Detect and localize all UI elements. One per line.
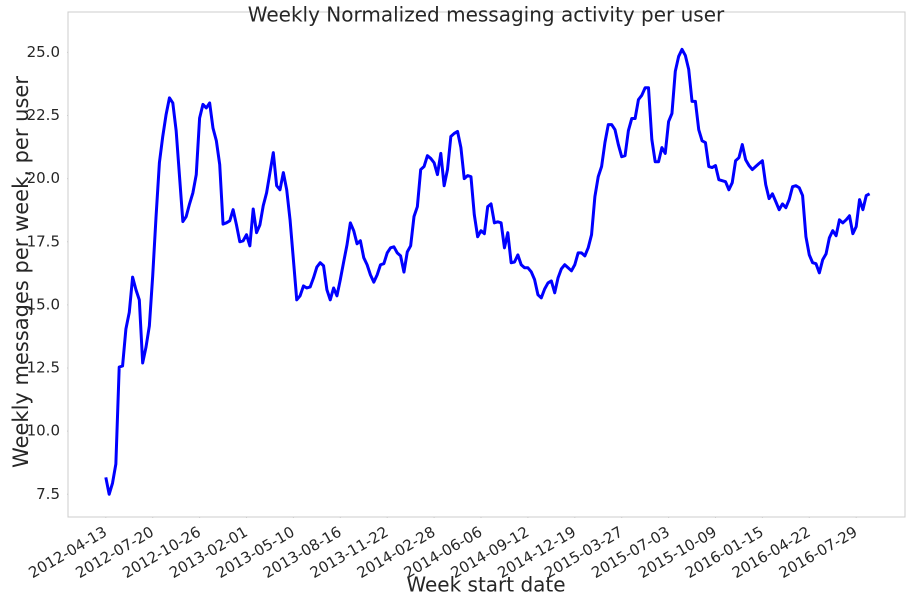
- y-tick-label: 25.0: [27, 43, 60, 61]
- chart-title: Weekly Normalized messaging activity per…: [248, 3, 725, 27]
- x-axis-label: Week start date: [406, 573, 565, 597]
- y-tick-label: 10.0: [27, 422, 60, 440]
- y-tick-label: 7.5: [36, 485, 60, 503]
- data-line: [104, 47, 871, 496]
- y-axis-label: Weekly messages per week, per user: [9, 76, 33, 468]
- y-tick-label: 22.5: [27, 106, 60, 124]
- plot-area: [67, 11, 906, 518]
- y-tick-label: 17.5: [27, 232, 60, 250]
- y-tick-label: 12.5: [27, 359, 60, 377]
- y-tick-label: 15.0: [27, 295, 60, 313]
- y-tick-label: 20.0: [27, 169, 60, 187]
